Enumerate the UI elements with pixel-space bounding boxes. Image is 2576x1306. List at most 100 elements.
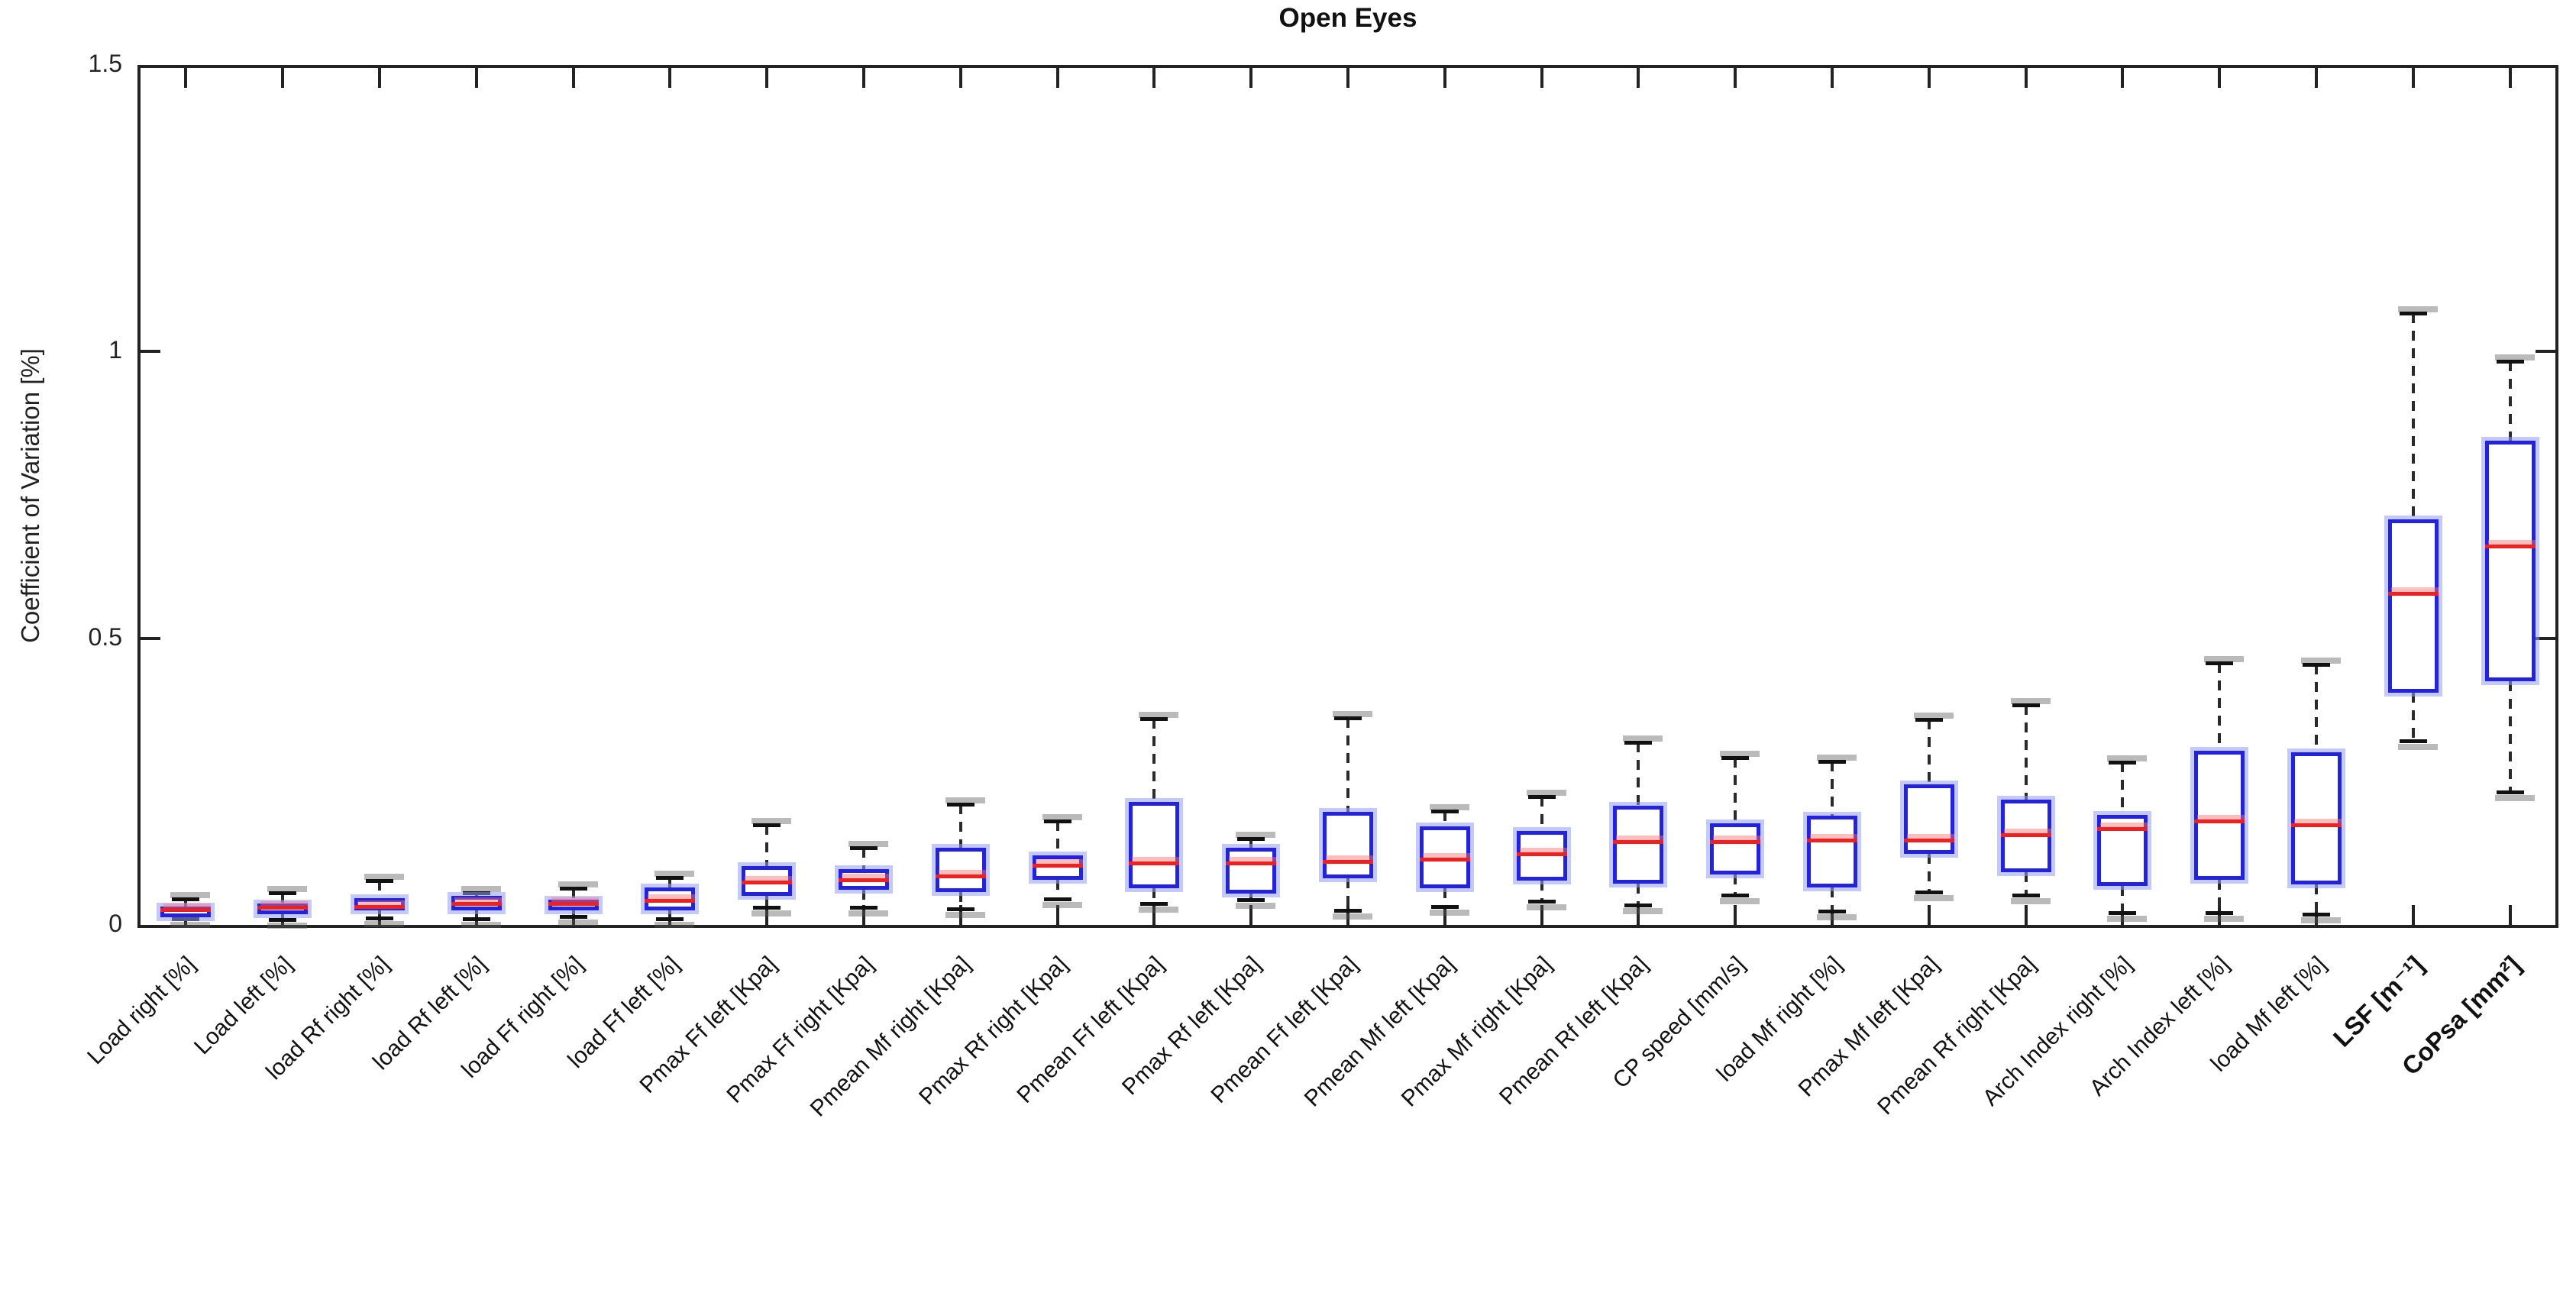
upper-whisker-cap — [1915, 718, 1943, 723]
lower-whisker-cap — [2399, 739, 2427, 744]
median-line-halo — [454, 897, 502, 906]
y-tick-label: 1 — [108, 336, 122, 364]
lower-whisker-cap-halo — [945, 911, 985, 918]
upper-whisker-cap-halo — [848, 841, 888, 848]
x-tick-label: load Ff left [%] — [563, 951, 685, 1073]
median-line — [1807, 838, 1857, 842]
upper-whisker-cap-halo — [2107, 755, 2148, 761]
axis-bottom-spine — [137, 925, 2558, 928]
lower-whisker-cap — [1140, 902, 1168, 907]
upper-whisker-cap-halo — [1139, 711, 1179, 718]
upper-whisker — [1055, 821, 1059, 856]
lower-whisker-cap — [1721, 893, 1750, 897]
x-tick-label: Pmean Ff left [Kpa] — [1012, 951, 1169, 1108]
median-line-halo — [1616, 836, 1664, 844]
upper-whisker-cap-halo — [2494, 354, 2535, 361]
median-line — [2484, 544, 2536, 548]
median-line — [1323, 859, 1373, 864]
x-axis-tick — [1927, 905, 1931, 925]
x-axis-tick — [281, 68, 285, 88]
x-tick-label: CoPsa [mm²] — [2396, 950, 2526, 1081]
lower-whisker — [2218, 879, 2222, 913]
upper-whisker — [1927, 719, 1931, 785]
lower-whisker-cap-halo — [558, 919, 598, 926]
x-axis-tick — [1152, 68, 1156, 88]
x-axis-tick — [765, 905, 769, 925]
x-axis-tick — [1249, 68, 1253, 88]
median-line — [1613, 840, 1664, 845]
median-line-halo — [1810, 833, 1857, 842]
median-line — [2387, 592, 2439, 596]
upper-whisker-cap — [1334, 716, 1362, 720]
lower-whisker-cap — [559, 914, 587, 919]
upper-whisker — [184, 899, 188, 907]
median-line — [2097, 826, 2148, 831]
lower-whisker — [2508, 680, 2512, 792]
median-line-halo — [2487, 539, 2536, 548]
lower-whisker-cap — [172, 916, 200, 921]
lower-whisker-cap — [1624, 903, 1653, 907]
lower-whisker-cap-halo — [1042, 902, 1082, 909]
lower-whisker-cap-halo — [1236, 902, 1276, 909]
upper-whisker-cap-halo — [751, 817, 792, 824]
x-axis-tick — [2024, 905, 2028, 925]
x-axis-tick — [668, 68, 672, 88]
boxplot-figure: Open Eyes Coefficient of Variation [%] 0… — [16, 3, 2558, 1122]
upper-whisker-cap-halo — [1333, 711, 1372, 717]
lower-whisker-cap-halo — [1913, 895, 1954, 902]
x-axis-tick — [2411, 905, 2415, 925]
box — [2291, 752, 2342, 884]
x-tick-label: load Rf left [%] — [367, 951, 492, 1075]
median-line — [548, 902, 599, 907]
lower-whisker-cap — [2206, 911, 2234, 916]
upper-whisker-cap — [172, 897, 200, 902]
upper-whisker-cap-halo — [2397, 306, 2438, 313]
upper-whisker-cap — [1140, 716, 1168, 721]
upper-whisker-cap-halo — [1429, 803, 1469, 810]
axis-top-spine — [137, 65, 2558, 68]
upper-whisker — [2218, 662, 2222, 751]
median-line — [1903, 838, 1954, 842]
x-axis-tick — [1443, 68, 1446, 88]
upper-whisker-cap — [2012, 703, 2040, 707]
upper-whisker-cap-halo — [364, 874, 404, 881]
lower-whisker-cap-halo — [1526, 904, 1566, 911]
median-line-halo — [260, 900, 309, 909]
lower-whisker-cap — [1915, 891, 1943, 895]
upper-whisker-cap — [850, 846, 878, 851]
median-line — [1032, 863, 1083, 868]
x-axis-tick — [1249, 905, 1253, 925]
lower-whisker — [2315, 884, 2318, 914]
median-line — [160, 907, 212, 912]
median-line — [2000, 833, 2051, 838]
upper-whisker-cap — [656, 876, 684, 881]
lower-whisker — [862, 890, 865, 907]
median-line — [935, 874, 986, 879]
median-line-halo — [745, 875, 793, 884]
upper-whisker-cap — [1818, 760, 1846, 765]
lower-whisker-cap-halo — [1333, 913, 1372, 920]
lower-whisker-cap-halo — [461, 921, 501, 928]
lower-whisker-cap — [1334, 909, 1362, 913]
x-tick-label: Pmax Ff left [Kpa] — [635, 951, 782, 1098]
lower-whisker — [571, 910, 575, 916]
x-axis-tick — [1637, 68, 1640, 88]
upper-whisker — [281, 892, 285, 904]
plot-area: 0 0.5 1 1.5 Load right [%] Load left [%] load … — [82, 50, 2558, 1122]
x-tick-label: Pmean Rf right [Kpa] — [1872, 951, 2041, 1120]
lower-whisker — [1734, 874, 1737, 895]
y-axis-tick — [2536, 636, 2555, 640]
x-axis-tick — [1346, 905, 1349, 925]
box — [935, 848, 986, 893]
x-tick-label: Pmax Mf right [Kpa] — [1396, 951, 1556, 1112]
x-axis-tick — [1831, 905, 1834, 925]
median-line-halo — [1519, 847, 1567, 855]
lower-whisker-cap-halo — [1139, 907, 1179, 913]
x-axis-tick — [184, 68, 188, 88]
lower-whisker-cap-halo — [2494, 794, 2535, 801]
median-line-halo — [1132, 856, 1180, 865]
upper-whisker — [765, 824, 769, 867]
upper-whisker — [1152, 718, 1156, 803]
lower-whisker — [1540, 881, 1543, 902]
upper-whisker-cap-halo — [267, 885, 308, 892]
